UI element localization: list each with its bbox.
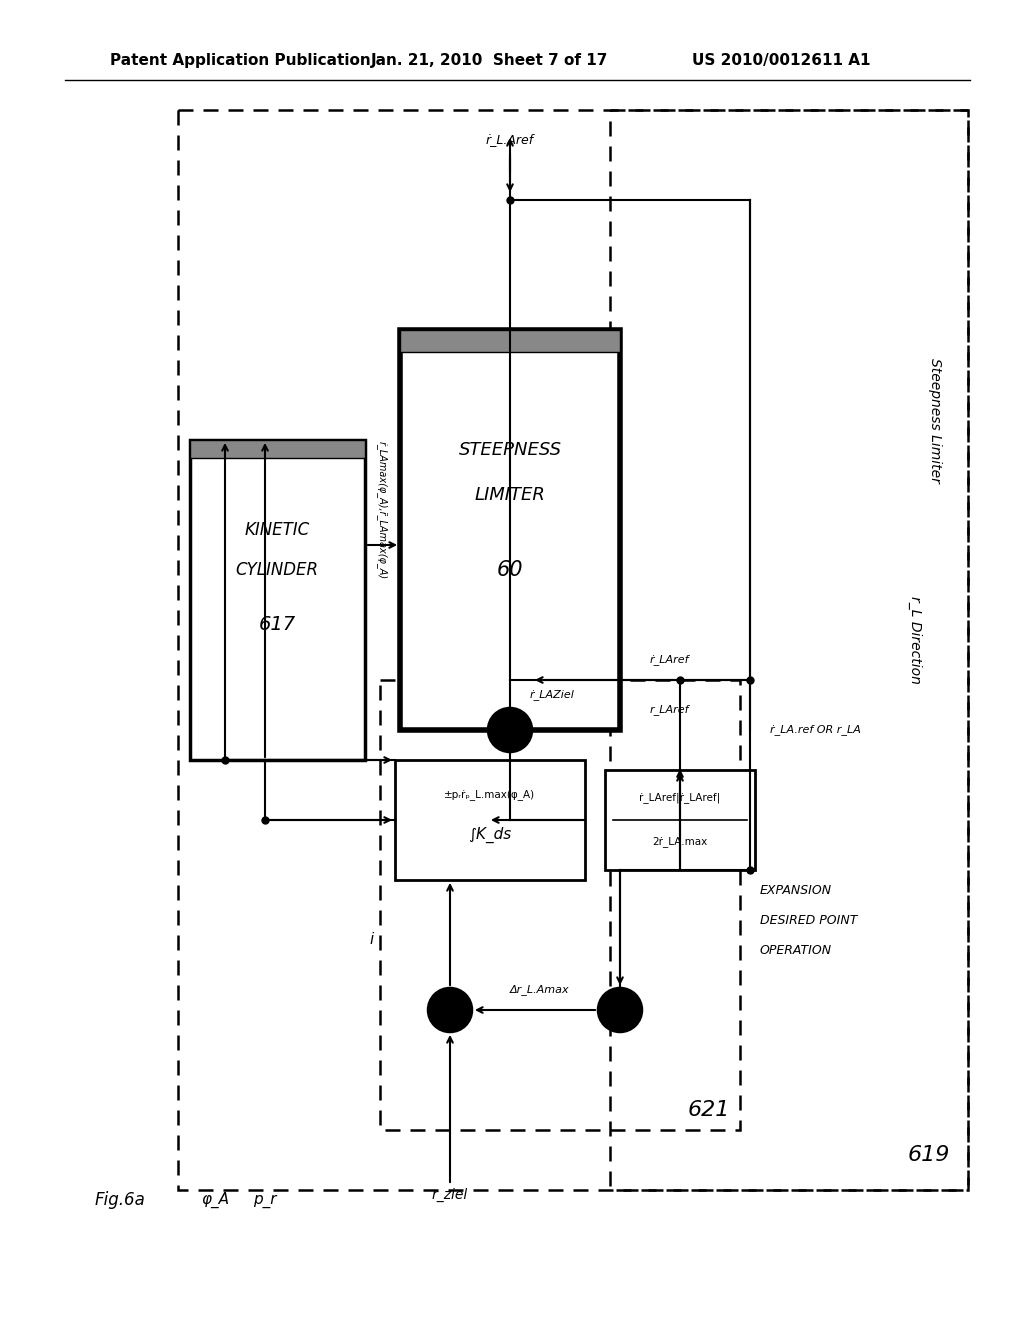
Text: Fig.6a: Fig.6a <box>95 1191 145 1209</box>
Polygon shape <box>395 760 585 880</box>
Polygon shape <box>190 440 365 760</box>
Text: 619: 619 <box>907 1144 950 1166</box>
Polygon shape <box>190 440 365 458</box>
Polygon shape <box>605 770 755 870</box>
Text: ṙ_LA.ref OR r_LA: ṙ_LA.ref OR r_LA <box>770 725 861 735</box>
Text: Jan. 21, 2010  Sheet 7 of 17: Jan. 21, 2010 Sheet 7 of 17 <box>372 53 608 67</box>
Text: r_LAref: r_LAref <box>650 705 689 715</box>
Circle shape <box>428 987 472 1032</box>
Text: EXPANSION: EXPANSION <box>760 883 833 896</box>
Polygon shape <box>400 330 620 352</box>
Text: LIMITER: LIMITER <box>474 486 546 504</box>
Text: OPERATION: OPERATION <box>760 944 833 957</box>
Text: p_r: p_r <box>253 1192 276 1208</box>
Text: +: + <box>496 718 508 733</box>
Text: r_L Direction: r_L Direction <box>908 597 922 684</box>
Text: ∫K_ds: ∫K_ds <box>468 826 512 843</box>
Text: -: - <box>515 727 521 742</box>
Text: Patent Application Publication: Patent Application Publication <box>110 53 371 67</box>
Text: ±pᵣṙₚ_L.max(φ_A): ±pᵣṙₚ_L.max(φ_A) <box>444 789 536 800</box>
Text: ṙ_LAref: ṙ_LAref <box>650 655 689 665</box>
Text: -: - <box>447 1006 453 1024</box>
Text: 617: 617 <box>258 615 296 635</box>
Text: ṙ_L.Aref: ṙ_L.Aref <box>486 133 535 147</box>
Circle shape <box>598 987 642 1032</box>
Circle shape <box>488 708 532 752</box>
Text: φ_A: φ_A <box>201 1192 229 1208</box>
Text: CYLINDER: CYLINDER <box>236 561 318 579</box>
Text: 621: 621 <box>688 1100 730 1119</box>
Text: Steepness Limiter: Steepness Limiter <box>928 358 942 482</box>
Text: Δr_L.Amax: Δr_L.Amax <box>510 985 569 995</box>
Text: i: i <box>370 932 374 948</box>
Text: ṙ_LAZiel: ṙ_LAZiel <box>530 689 574 701</box>
Text: 2ṙ_LA.max: 2ṙ_LA.max <box>652 837 708 847</box>
Text: 60: 60 <box>497 560 523 579</box>
Text: ṙ_LAmax(φ_A),ṙ̈_LAmax(φ_A): ṙ_LAmax(φ_A),ṙ̈_LAmax(φ_A) <box>377 441 387 579</box>
Text: ṙ_LAref|ṙ_LAref|: ṙ_LAref|ṙ_LAref| <box>639 792 721 804</box>
Text: STEEPNESS: STEEPNESS <box>459 441 561 459</box>
Text: US 2010/0012611 A1: US 2010/0012611 A1 <box>691 53 870 67</box>
Polygon shape <box>400 330 620 730</box>
Text: r_ziel: r_ziel <box>432 1188 468 1203</box>
Text: DESIRED POINT: DESIRED POINT <box>760 913 857 927</box>
Text: KINETIC: KINETIC <box>245 521 309 539</box>
